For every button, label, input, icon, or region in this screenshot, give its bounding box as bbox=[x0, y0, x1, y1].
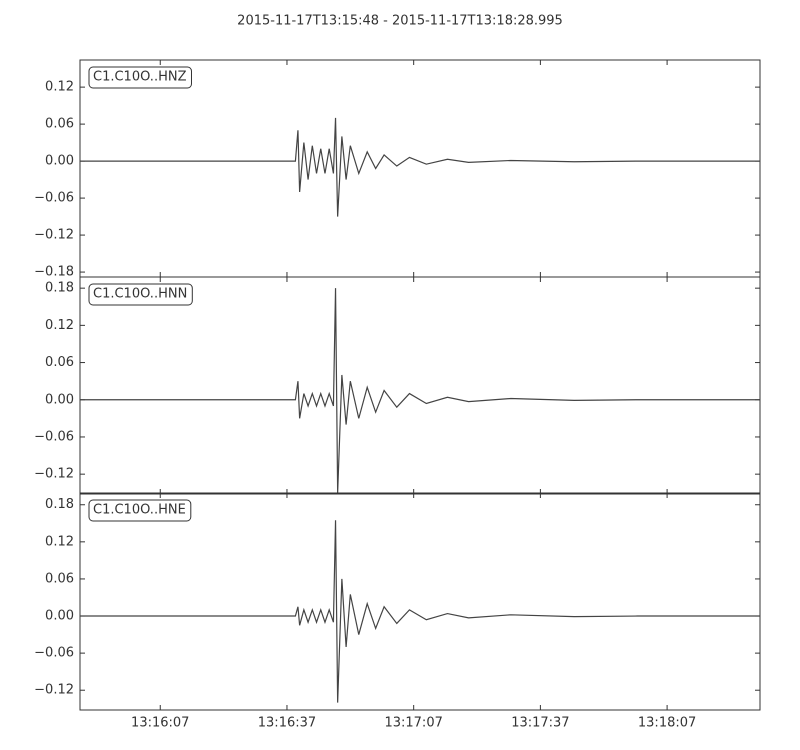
legend-box bbox=[88, 66, 192, 89]
waveform bbox=[80, 288, 760, 493]
x-tick-label: 13:18:07 bbox=[638, 716, 696, 731]
legend-box bbox=[88, 499, 192, 522]
y-tick-label: 0.00 bbox=[45, 609, 74, 624]
y-tick-label: 0.12 bbox=[45, 534, 74, 549]
y-tick-label: 0.00 bbox=[45, 392, 74, 407]
y-tick-label: −0.12 bbox=[34, 467, 74, 482]
plot-frame bbox=[79, 492, 761, 711]
y-tick-label: 0.12 bbox=[45, 80, 74, 95]
y-tick-label: 0.06 bbox=[45, 571, 74, 586]
y-tick-label: −0.06 bbox=[34, 429, 74, 444]
y-tick-label: −0.12 bbox=[34, 683, 74, 698]
plot-frame bbox=[79, 276, 761, 495]
legend-label: C1.C10O..HNN bbox=[93, 287, 187, 302]
waveform bbox=[80, 520, 760, 703]
x-tick-label: 13:16:37 bbox=[258, 716, 316, 731]
y-tick-label: 0.00 bbox=[45, 154, 74, 169]
y-tick-label: −0.18 bbox=[34, 265, 74, 280]
plot-frame bbox=[79, 59, 761, 278]
legend-label: C1.C10O..HNZ bbox=[93, 70, 187, 85]
x-tick-label: 13:16:07 bbox=[131, 716, 189, 731]
y-tick-label: −0.06 bbox=[34, 191, 74, 206]
y-tick-label: 0.06 bbox=[45, 355, 74, 370]
y-tick-label: 0.06 bbox=[45, 117, 74, 132]
legend-label: C1.C10O..HNE bbox=[93, 503, 186, 518]
waveform bbox=[80, 117, 760, 217]
x-tick-label: 13:17:07 bbox=[384, 716, 442, 731]
y-tick-label: 0.18 bbox=[45, 281, 74, 296]
x-tick-label: 13:17:37 bbox=[511, 716, 569, 731]
y-tick-label: 0.18 bbox=[45, 497, 74, 512]
legend-box bbox=[88, 283, 193, 306]
y-tick-label: 0.12 bbox=[45, 318, 74, 333]
y-tick-label: −0.06 bbox=[34, 646, 74, 661]
y-tick-label: −0.12 bbox=[34, 228, 74, 243]
figure-title: 2015-11-17T13:15:48 - 2015-11-17T13:18:2… bbox=[237, 14, 563, 29]
